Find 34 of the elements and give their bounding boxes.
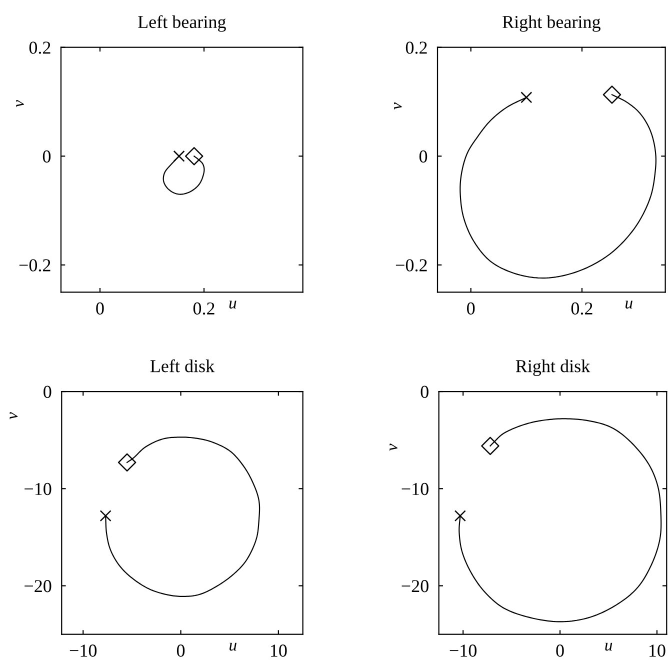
y-tick-label: −10 — [402, 482, 428, 496]
x-axis-title: u — [605, 642, 612, 651]
x-axis-title: u — [626, 300, 632, 309]
x-tick-label: 0.2 — [571, 302, 592, 315]
x-tick-label: −10 — [70, 644, 97, 657]
y-tick-label: 0 — [42, 150, 51, 163]
y-axis-title: v — [10, 412, 18, 420]
y-axis-title: v — [390, 444, 398, 451]
y-tick-label: 0 — [419, 150, 428, 163]
y-tick-label: 0.2 — [29, 42, 50, 54]
y-tick-label: 0 — [44, 386, 52, 398]
y-tick-label: −0.2 — [19, 259, 50, 272]
x-tick-label: −10 — [450, 644, 477, 657]
y-tick-label: 0.2 — [406, 42, 427, 54]
y-tick-label: −20 — [24, 580, 52, 592]
x-axis-title: u — [229, 300, 236, 309]
chart-title: Left bearing — [138, 15, 226, 32]
chart-title: Right disk — [516, 360, 590, 376]
x-tick-label: 0 — [467, 302, 475, 315]
chart-title: Right bearing — [502, 15, 600, 32]
x-tick-label: 0.2 — [193, 302, 214, 315]
x-tick-label: 10 — [650, 644, 666, 657]
y-tick-label: −10 — [24, 482, 52, 496]
y-axis-title: v — [16, 100, 24, 108]
chart-title: Left disk — [150, 359, 215, 372]
y-tick-label: −0.2 — [396, 259, 427, 272]
y-tick-label: −20 — [402, 580, 428, 592]
x-tick-label: 0 — [176, 644, 185, 657]
y-axis-title: v — [394, 102, 402, 110]
y-tick-label: 0 — [420, 386, 428, 398]
x-tick-label: 0 — [556, 644, 564, 657]
x-tick-label: 10 — [270, 644, 287, 657]
x-axis-title: u — [230, 642, 236, 651]
x-tick-label: 0 — [96, 302, 104, 315]
